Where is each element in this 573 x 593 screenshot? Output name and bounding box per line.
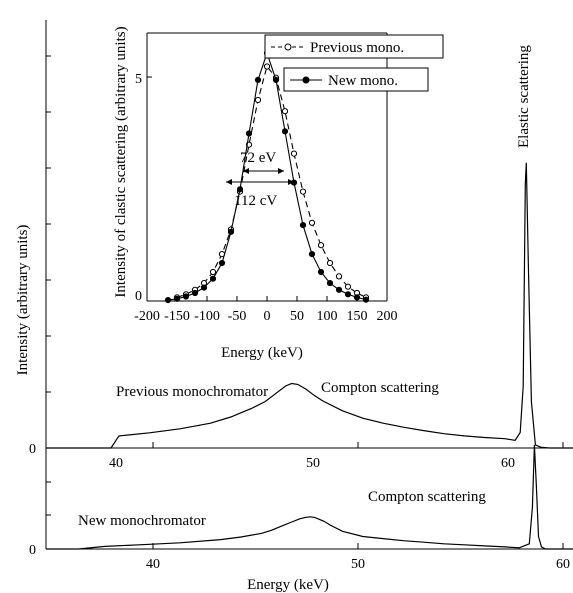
inset-point-new <box>299 222 307 229</box>
inset-point-new <box>326 280 334 287</box>
inset-series-line-previous <box>176 65 367 298</box>
upper-annotation-elastic-scattering: Elastic scattering <box>516 45 532 148</box>
inset-x-tick-label: 200 <box>377 309 398 324</box>
inset-panel: 0 5 Intensity of clastic scattering (arb… <box>113 26 444 361</box>
inset-point-new <box>236 186 244 193</box>
inset-point-new <box>191 289 199 297</box>
inset-point-new <box>245 130 253 137</box>
upper-y-tick-label-0: 0 <box>29 442 36 457</box>
fwhm-annotation-new: 72 eV <box>240 150 284 174</box>
inset-point-new <box>173 295 181 302</box>
main-lower-panel: 0 40 50 60 Energy (keV) New monochromato… <box>29 444 573 593</box>
inset-x-ticks: -200 -150 -100 -50 0 50 100 150 200 <box>134 296 398 324</box>
upper-x-tick-label-60: 60 <box>501 456 515 471</box>
inset-point-new <box>308 251 316 258</box>
lower-annotation-compton-scattering: Compton scattering <box>368 489 486 505</box>
lower-spectrum-line <box>46 444 573 550</box>
inset-x-tick-label: -150 <box>164 309 190 324</box>
inset-point-previous <box>308 219 316 226</box>
fwhm-new-label: 72 eV <box>240 150 276 166</box>
main-upper-panel: 0 Intensity (arbitrary units) 40 50 60 P… <box>15 20 573 471</box>
lower-x-tick-label-40: 40 <box>146 557 160 572</box>
inset-point-new <box>362 296 370 303</box>
lower-x-tick-label-60: 60 <box>556 557 570 572</box>
inset-x-tick-label: 150 <box>347 309 368 324</box>
inset-point-new <box>209 275 217 282</box>
inset-point-previous <box>299 188 307 195</box>
inset-point-previous <box>326 259 334 267</box>
fwhm-previous-label: 112 cV <box>234 193 277 209</box>
upper-spectrum-line <box>46 162 573 449</box>
inset-point-previous <box>263 63 271 70</box>
fwhm-previous-arrowhead-left <box>226 179 232 185</box>
legend-marker-previous <box>284 43 292 51</box>
inset-point-previous <box>344 283 352 290</box>
inset-point-previous <box>281 108 289 115</box>
inset-x-tick-label: 100 <box>317 309 338 324</box>
inset-y-tick-label-0: 0 <box>135 289 142 304</box>
upper-x-tick-label-50: 50 <box>306 456 320 471</box>
inset-point-previous <box>317 242 325 249</box>
fwhm-previous-arrowhead-right <box>288 179 294 185</box>
inset-point-new <box>218 259 226 267</box>
fwhm-annotation-previous: 112 cV <box>226 179 294 209</box>
inset-legend: Previous mono. New mono. <box>264 34 444 92</box>
upper-x-tick-label-40: 40 <box>109 456 123 471</box>
inset-point-new <box>254 76 262 84</box>
inset-x-tick-label: 50 <box>290 309 304 324</box>
inset-point-new <box>200 284 208 291</box>
inset-x-tick-label: -100 <box>194 309 220 324</box>
legend-box-previous <box>264 34 444 59</box>
inset-point-previous <box>290 150 298 157</box>
inset-point-new <box>281 128 289 135</box>
inset-point-new <box>317 268 325 276</box>
legend-label-new: New mono. <box>328 73 398 89</box>
lower-x-axis-label: Energy (keV) <box>247 577 329 593</box>
lower-y-tick-label-0: 0 <box>29 543 36 558</box>
legend-box-new <box>283 67 429 92</box>
fwhm-new-arrowhead-left <box>243 168 249 174</box>
upper-annotation-previous-monochromator: Previous monochromator <box>116 384 268 400</box>
inset-point-new <box>272 76 280 84</box>
inset-point-previous <box>209 268 217 276</box>
inset-x-tick-label: -200 <box>134 309 160 324</box>
inset-point-previous <box>335 273 343 280</box>
lower-x-tick-label-50: 50 <box>351 557 365 572</box>
inset-point-new <box>344 291 352 298</box>
inset-x-tick-label: 0 <box>264 309 271 324</box>
upper-annotation-compton-scattering: Compton scattering <box>321 380 439 396</box>
inset-point-new <box>227 228 235 235</box>
fwhm-new-arrowhead-right <box>278 168 284 174</box>
legend-label-previous: Previous mono. <box>310 40 404 56</box>
inset-point-new <box>335 286 343 293</box>
lower-annotation-new-monochromator: New monochromator <box>78 513 206 529</box>
inset-point-new <box>182 293 190 300</box>
inset-y-axis-label: Intensity of clastic scattering (arbitra… <box>113 26 129 297</box>
inset-point-new <box>164 297 172 304</box>
inset-point-new <box>353 294 361 301</box>
inset-x-axis-label: Energy (keV) <box>221 345 303 361</box>
inset-x-tick-label: -50 <box>228 309 247 324</box>
legend-marker-new <box>302 76 310 84</box>
inset-point-previous <box>254 96 262 104</box>
upper-y-axis-label: Intensity (arbitrary units) <box>15 225 31 376</box>
inset-y-tick-label-5: 5 <box>135 72 142 87</box>
